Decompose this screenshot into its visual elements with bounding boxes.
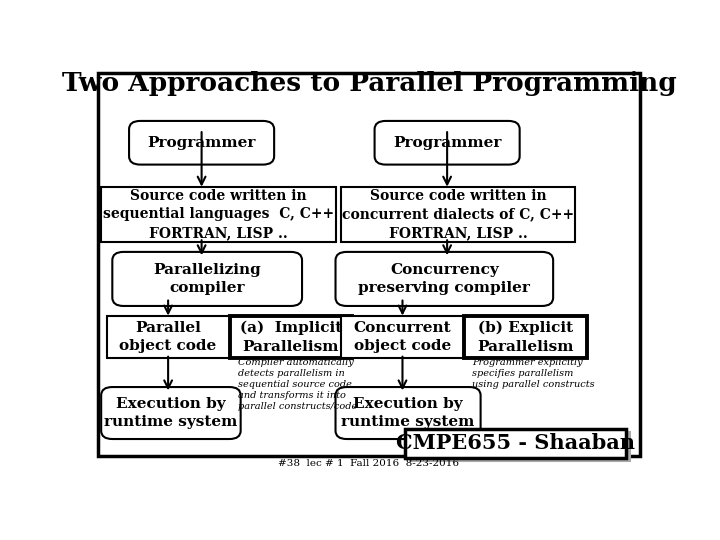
- FancyBboxPatch shape: [129, 121, 274, 165]
- FancyBboxPatch shape: [341, 187, 575, 241]
- FancyBboxPatch shape: [464, 316, 587, 358]
- Text: Parallelizing
compiler: Parallelizing compiler: [153, 263, 261, 295]
- Text: (b) Explicit
Parallelism: (b) Explicit Parallelism: [477, 321, 574, 354]
- Text: CMPE655 - Shaaban: CMPE655 - Shaaban: [396, 433, 635, 453]
- FancyBboxPatch shape: [107, 316, 230, 358]
- FancyBboxPatch shape: [336, 252, 553, 306]
- Text: #38  lec # 1  Fall 2016  8-23-2016: #38 lec # 1 Fall 2016 8-23-2016: [279, 460, 459, 469]
- FancyBboxPatch shape: [101, 387, 240, 439]
- FancyBboxPatch shape: [230, 316, 352, 358]
- Text: Two Approaches to Parallel Programming: Two Approaches to Parallel Programming: [62, 71, 676, 96]
- Text: Programmer: Programmer: [393, 136, 501, 150]
- FancyBboxPatch shape: [336, 387, 481, 439]
- Text: Source code written in
sequential languages  C, C++
FORTRAN, LISP ..: Source code written in sequential langua…: [103, 189, 334, 240]
- FancyBboxPatch shape: [99, 73, 639, 456]
- FancyBboxPatch shape: [341, 316, 464, 358]
- FancyBboxPatch shape: [112, 252, 302, 306]
- Text: Source code written in
concurrent dialects of C, C++
FORTRAN, LISP ..: Source code written in concurrent dialec…: [342, 189, 575, 240]
- Text: Programmer: Programmer: [148, 136, 256, 150]
- Text: Parallel
object code: Parallel object code: [120, 321, 217, 353]
- Text: (a)  Implicit
Parallelism: (a) Implicit Parallelism: [240, 321, 342, 354]
- Text: Programmer explicitly
specifies parallelism
using parallel constructs: Programmer explicitly specifies parallel…: [472, 358, 595, 389]
- FancyBboxPatch shape: [101, 187, 336, 241]
- Text: Compiler automatically
detects parallelism in
sequential source code
and transfo: Compiler automatically detects paralleli…: [238, 358, 357, 411]
- Text: Concurrent
object code: Concurrent object code: [354, 321, 451, 353]
- FancyBboxPatch shape: [405, 429, 626, 458]
- Text: Execution by
runtime system: Execution by runtime system: [104, 397, 238, 429]
- FancyBboxPatch shape: [374, 121, 520, 165]
- FancyBboxPatch shape: [410, 432, 630, 461]
- Text: Execution by
runtime system: Execution by runtime system: [341, 397, 474, 429]
- Text: Concurrency
preserving compiler: Concurrency preserving compiler: [359, 263, 530, 295]
